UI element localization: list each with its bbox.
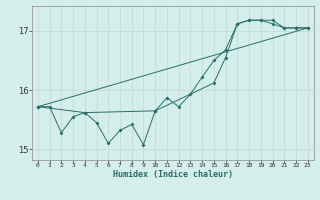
X-axis label: Humidex (Indice chaleur): Humidex (Indice chaleur) — [113, 170, 233, 179]
